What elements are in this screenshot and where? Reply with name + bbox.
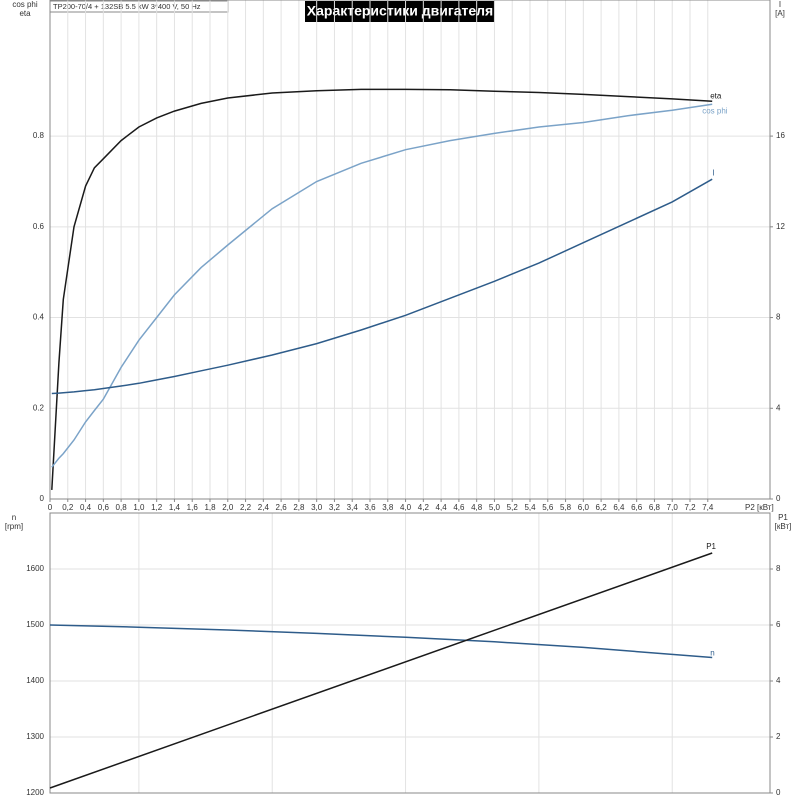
x-tick-label: 6,4 xyxy=(613,503,625,512)
y2-axis-label: [A] xyxy=(775,9,785,18)
y-axis-label: eta xyxy=(19,9,31,18)
y-tick-label: 1600 xyxy=(26,564,44,573)
plot-frame xyxy=(49,0,771,500)
x-tick-label: 1,8 xyxy=(204,503,216,512)
x-tick-label: 4,8 xyxy=(471,503,483,512)
series-line xyxy=(51,178,713,395)
x-tick-label: 4,4 xyxy=(436,503,448,512)
x-axis-label: P2 [кВт] xyxy=(745,503,774,512)
x-tick-label: 7,4 xyxy=(702,503,714,512)
series-label: cos phi xyxy=(702,106,728,115)
x-tick-label: 6,6 xyxy=(631,503,643,512)
series-label: n xyxy=(710,649,714,658)
x-tick-label: 5,4 xyxy=(524,503,536,512)
chart-subtitle: TP200-70/4 + 132SB 5.5 kW 3*400 V, 50 Hz xyxy=(53,2,201,11)
y-tick-label: 0 xyxy=(40,494,45,503)
y2-tick-label: 4 xyxy=(776,403,781,412)
y2-axis-label: I xyxy=(779,0,781,9)
x-tick-label: 0,4 xyxy=(80,503,92,512)
x-tick-label: 6,0 xyxy=(578,503,590,512)
x-tick-label: 1,4 xyxy=(169,503,181,512)
y-tick-label: 0.6 xyxy=(33,222,45,231)
y-axis-label: cos phi xyxy=(12,0,38,9)
x-tick-label: 2,0 xyxy=(222,503,234,512)
y-tick-label: 0.2 xyxy=(33,403,45,412)
y2-tick-label: 12 xyxy=(776,222,785,231)
x-tick-label: 3,4 xyxy=(347,503,359,512)
y2-tick-label: 0 xyxy=(776,494,781,503)
x-tick-label: 5,2 xyxy=(507,503,519,512)
x-tick-label: 6,8 xyxy=(649,503,661,512)
x-tick-label: 4,6 xyxy=(453,503,465,512)
y2-axis-label: [кВт] xyxy=(775,522,792,531)
chart-title: Характеристики двигателя xyxy=(307,3,493,19)
series-line xyxy=(49,624,713,659)
x-tick-label: 5,6 xyxy=(542,503,554,512)
plot-frame xyxy=(49,512,771,794)
y2-tick-label: 16 xyxy=(776,131,785,140)
y-tick-label: 0.8 xyxy=(33,131,45,140)
series-label: eta xyxy=(710,91,722,100)
x-tick-label: 2,4 xyxy=(258,503,270,512)
x-tick-label: 3,8 xyxy=(382,503,394,512)
y2-tick-label: 0 xyxy=(776,788,781,797)
x-tick-label: 0,6 xyxy=(98,503,110,512)
x-tick-label: 6,2 xyxy=(596,503,608,512)
x-tick-label: 0 xyxy=(48,503,53,512)
y-axis-label: [rpm] xyxy=(5,522,23,531)
x-tick-label: 5,8 xyxy=(560,503,572,512)
y2-tick-label: 6 xyxy=(776,620,781,629)
series-line xyxy=(51,88,713,490)
y-axis-label: n xyxy=(12,513,16,522)
y-tick-label: 0.4 xyxy=(33,313,45,322)
y2-tick-label: 8 xyxy=(776,564,781,573)
y-tick-label: 1500 xyxy=(26,620,44,629)
x-tick-label: 1,0 xyxy=(133,503,145,512)
y2-tick-label: 2 xyxy=(776,732,781,741)
series-line xyxy=(49,552,713,789)
x-tick-label: 3,2 xyxy=(329,503,341,512)
y2-axis-label: P1 xyxy=(778,513,788,522)
y-tick-label: 1400 xyxy=(26,676,44,685)
x-tick-label: 4,2 xyxy=(418,503,430,512)
y2-tick-label: 4 xyxy=(776,676,781,685)
x-tick-label: 2,2 xyxy=(240,503,252,512)
series-label: I xyxy=(712,168,714,177)
x-tick-label: 1,2 xyxy=(151,503,163,512)
x-tick-label: 2,8 xyxy=(293,503,305,512)
x-tick-label: 2,6 xyxy=(276,503,288,512)
y-tick-label: 1300 xyxy=(26,732,44,741)
x-tick-label: 5,0 xyxy=(489,503,501,512)
x-tick-label: 3,0 xyxy=(311,503,323,512)
x-tick-label: 0,2 xyxy=(62,503,74,512)
x-tick-label: 0,8 xyxy=(116,503,128,512)
series-label: P1 xyxy=(706,542,716,551)
x-tick-label: 4,0 xyxy=(400,503,412,512)
x-tick-label: 7,0 xyxy=(667,503,679,512)
y2-tick-label: 8 xyxy=(776,313,781,322)
y-tick-label: 1200 xyxy=(26,788,44,797)
x-tick-label: 7,2 xyxy=(684,503,696,512)
series-line xyxy=(51,103,713,468)
x-tick-label: 1,6 xyxy=(187,503,199,512)
x-tick-label: 3,6 xyxy=(364,503,376,512)
